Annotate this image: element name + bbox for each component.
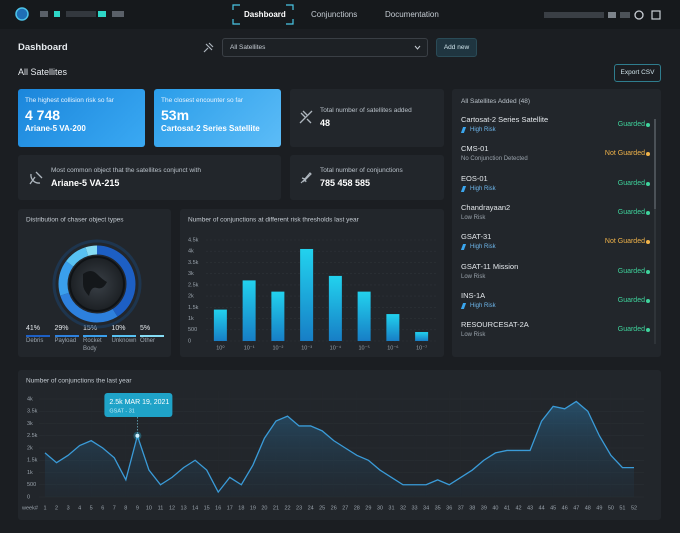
bar-panel xyxy=(180,209,444,357)
nav-tab[interactable]: Dashboard xyxy=(244,10,286,19)
card-label: The highest collision risk so far xyxy=(25,97,114,104)
legend-label: Unknown xyxy=(111,338,137,344)
stat-card: The highest collision risk so far 4 748 … xyxy=(18,89,145,147)
risk-label: Low Risk xyxy=(461,332,486,339)
risk-label: Low Risk xyxy=(461,273,486,280)
card-value: 53m xyxy=(161,107,190,123)
legend-value: 10% xyxy=(111,325,126,332)
nav-tab[interactable]: Documentation xyxy=(385,10,439,19)
scrollbar xyxy=(654,119,656,344)
status-dot xyxy=(646,152,650,157)
dropdown-value: All Satellites xyxy=(230,44,266,51)
list-title: All Satellites Added (48) xyxy=(461,98,531,105)
stat-card: Total number of conjunctions 785 458 585 xyxy=(290,155,444,200)
legend-value: 15% xyxy=(83,325,98,332)
legend-swatch xyxy=(111,335,136,337)
legend-value: 41% xyxy=(26,325,41,332)
card-name: Ariane-5 VA-215 xyxy=(51,178,120,188)
satellite-dish-icon xyxy=(29,171,43,185)
status-dot xyxy=(646,298,650,303)
status-dot xyxy=(646,240,650,245)
legend-label: Rocket Body xyxy=(83,338,102,352)
status-label: Guarded xyxy=(617,121,645,128)
card-name: Cartosat-2 Series Satellite xyxy=(161,124,260,133)
card-label: Most common object that the satellites c… xyxy=(51,167,201,174)
stat-card: The closest encounter so far 53m Cartosa… xyxy=(154,89,281,147)
legend-swatch xyxy=(83,335,107,337)
satellite-dropdown[interactable]: All Satellites xyxy=(222,38,428,57)
status-label: Guarded xyxy=(617,179,645,187)
dropdown-arrow xyxy=(414,45,421,50)
status-dot xyxy=(646,210,650,215)
stat-card: Most common object that the satellites c… xyxy=(18,155,281,200)
satellite-name: GSAT-11 Mission xyxy=(461,261,519,271)
risk-label: No Conjunction Detected xyxy=(461,156,528,163)
card-value: 4 748 xyxy=(25,107,61,123)
status-dot xyxy=(646,181,650,186)
risk-icon xyxy=(460,244,467,251)
satellite-list-panel: All Satellites Added (48) Cartosat-2 Ser… xyxy=(452,89,661,357)
section-title: All Satellites xyxy=(18,67,68,77)
status-dot xyxy=(646,123,650,127)
add-new-button[interactable]: Add new xyxy=(436,38,477,57)
status-label: Guarded xyxy=(617,326,645,334)
card-label: Total number of satellites added xyxy=(320,107,412,114)
legend-label: Other xyxy=(140,338,156,344)
card-name: Ariane-5 VA-200 xyxy=(25,124,86,133)
risk-label: High Risk xyxy=(470,244,496,251)
risk-label: Low Risk xyxy=(461,214,486,221)
satellite-name: Cartosat-2 Series Satellite xyxy=(461,115,549,124)
status-dot xyxy=(646,328,650,333)
export-csv-button[interactable]: Export CSV xyxy=(614,64,661,82)
risk-label: High Risk xyxy=(470,185,496,192)
top-right-icons xyxy=(544,10,661,20)
status-label: Guarded xyxy=(617,296,645,304)
risk-icon xyxy=(460,302,467,309)
status-label: Guarded xyxy=(617,267,645,275)
legend-swatch xyxy=(54,335,79,337)
status-dot xyxy=(646,269,650,274)
satellite-name: EOS-01 xyxy=(461,173,488,183)
satellite-name: RESOURCESAT-2A xyxy=(461,320,529,330)
satellite-name: GSAT-31 xyxy=(461,232,492,242)
risk-icon xyxy=(460,127,467,133)
card-value: 48 xyxy=(320,118,331,128)
risk-label: High Risk xyxy=(470,302,496,309)
card-value: 785 458 585 xyxy=(320,178,371,188)
satellite-name: Chandrayaan2 xyxy=(461,202,511,212)
status-label: Guarded xyxy=(617,208,645,216)
legend-swatch xyxy=(26,335,50,337)
legend-label: Payload xyxy=(54,338,77,344)
rocket-icon xyxy=(300,172,312,184)
status-label: Not Guarded xyxy=(604,238,645,246)
page-title: Dashboard xyxy=(18,42,68,53)
card-label: Total number of conjunctions xyxy=(320,167,403,174)
nav-tab[interactable]: Conjunctions xyxy=(311,10,358,19)
legend-label: Debris xyxy=(26,338,44,344)
card-label: The closest encounter so far xyxy=(161,97,244,104)
risk-icon xyxy=(460,185,467,192)
satellite-name: INS-1A xyxy=(461,290,486,300)
legend-value: 29% xyxy=(54,325,69,332)
satellite-icon xyxy=(203,42,214,53)
satellite-name: CMS-01 xyxy=(461,144,489,154)
legend-swatch xyxy=(140,335,164,337)
risk-label: High Risk xyxy=(470,127,496,133)
satellite-icon xyxy=(299,110,313,124)
active-tab-frame xyxy=(232,4,294,25)
line-panel xyxy=(18,370,661,520)
legend-value: 5% xyxy=(140,325,151,332)
stat-card: Total number of satellites added 48 xyxy=(290,89,444,147)
logo xyxy=(15,7,124,21)
status-label: Not Guarded xyxy=(604,150,645,158)
